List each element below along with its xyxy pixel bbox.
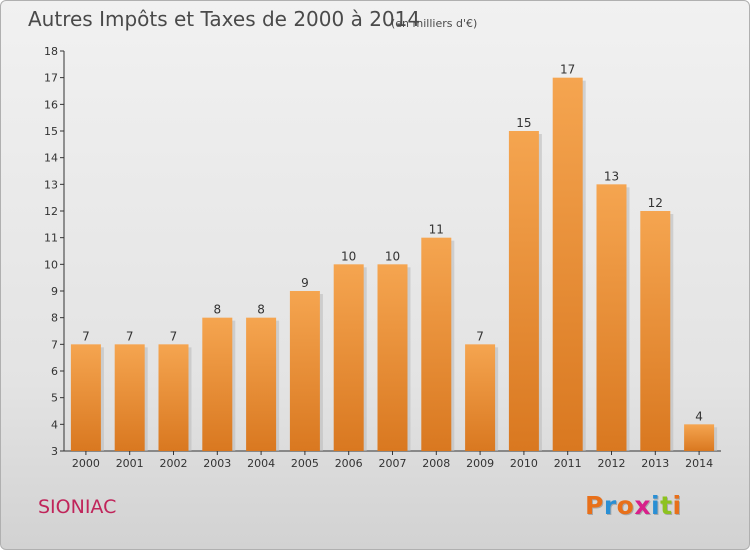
logo-letter: o	[616, 491, 635, 520]
logo-letter: t	[660, 491, 673, 520]
bar-2001	[114, 344, 145, 451]
data-label-2000: 7	[82, 329, 90, 343]
data-label-2012: 13	[604, 169, 619, 183]
logo-letter: r	[603, 491, 617, 520]
data-label-2006: 10	[341, 249, 356, 263]
y-tick-label: 15	[44, 125, 58, 138]
x-tick-label-2000: 2000	[72, 457, 100, 470]
town-name: SIONIAC	[38, 496, 117, 518]
x-tick-label-2007: 2007	[379, 457, 407, 470]
x-tick-label-2014: 2014	[685, 457, 713, 470]
logo-letter: x	[634, 491, 651, 520]
chart-unit-note: (en milliers d'€)	[391, 17, 478, 30]
data-label-2007: 10	[385, 249, 400, 263]
data-label-2003: 8	[213, 303, 221, 317]
x-tick-label-2008: 2008	[422, 457, 450, 470]
y-tick-label: 14	[44, 152, 58, 165]
y-tick-label: 12	[44, 205, 58, 218]
bar-2000	[70, 344, 101, 451]
x-tick-label-2001: 2001	[116, 457, 144, 470]
chart-title: Autres Impôts et Taxes de 2000 à 2014	[28, 7, 421, 31]
x-tick-label-2004: 2004	[247, 457, 275, 470]
y-tick-label: 7	[51, 338, 58, 351]
y-tick-label: 4	[51, 418, 58, 431]
data-label-2014: 4	[695, 409, 703, 423]
data-label-2005: 9	[301, 276, 309, 290]
x-tick-label-2003: 2003	[203, 457, 231, 470]
logo-letter: i	[672, 491, 682, 520]
x-tick-label-2002: 2002	[160, 457, 188, 470]
bar-2008	[421, 237, 452, 451]
data-label-2011: 17	[560, 63, 575, 77]
y-tick-label: 13	[44, 178, 58, 191]
bar-2005	[289, 291, 320, 451]
bar-2003	[202, 317, 233, 451]
bar-2011	[552, 77, 583, 452]
y-tick-label: 18	[44, 45, 58, 58]
logo-letter: i	[651, 491, 661, 520]
y-tick-label: 3	[51, 445, 58, 458]
x-tick-label-2011: 2011	[554, 457, 582, 470]
data-label-2010: 15	[516, 116, 531, 130]
y-tick-label: 16	[44, 98, 58, 111]
y-tick-label: 5	[51, 392, 58, 405]
bar-2013	[640, 211, 671, 451]
data-label-2002: 7	[170, 329, 178, 343]
x-tick-label-2013: 2013	[641, 457, 669, 470]
x-tick-label-2006: 2006	[335, 457, 363, 470]
y-tick-label: 17	[44, 72, 58, 85]
bar-2002	[158, 344, 189, 451]
data-label-2013: 12	[648, 196, 663, 210]
x-tick-label-2009: 2009	[466, 457, 494, 470]
bar-2012	[596, 184, 627, 452]
data-label-2008: 11	[429, 223, 444, 237]
y-tick-label: 6	[51, 365, 58, 378]
data-label-2004: 8	[257, 303, 265, 317]
y-tick-label: 8	[51, 312, 58, 325]
y-tick-label: 10	[44, 258, 58, 271]
bar-2009	[465, 344, 496, 451]
bar-2010	[508, 131, 539, 451]
data-label-2009: 7	[476, 329, 484, 343]
data-label-2001: 7	[126, 329, 134, 343]
logo-letter: P	[585, 491, 604, 520]
bar-2014	[684, 424, 715, 451]
bar-2007	[377, 264, 408, 451]
x-tick-label-2012: 2012	[598, 457, 626, 470]
bar-2006	[333, 264, 364, 451]
y-tick-label: 9	[51, 285, 58, 298]
x-tick-label-2010: 2010	[510, 457, 538, 470]
x-tick-label-2005: 2005	[291, 457, 319, 470]
y-tick-label: 11	[44, 232, 58, 245]
proxiti-logo[interactable]: Proxiti	[585, 491, 682, 520]
bar-2004	[246, 317, 277, 451]
